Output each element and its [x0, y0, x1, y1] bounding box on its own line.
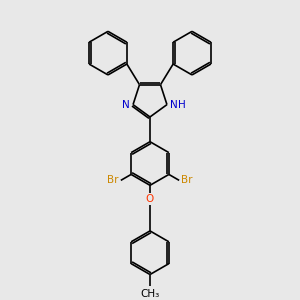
Text: Br: Br: [107, 176, 118, 185]
Text: Br: Br: [182, 176, 193, 185]
Text: H: H: [178, 100, 186, 110]
Text: N: N: [122, 100, 130, 110]
Text: N: N: [170, 100, 178, 110]
Text: O: O: [146, 194, 154, 204]
Text: CH₃: CH₃: [140, 289, 160, 299]
